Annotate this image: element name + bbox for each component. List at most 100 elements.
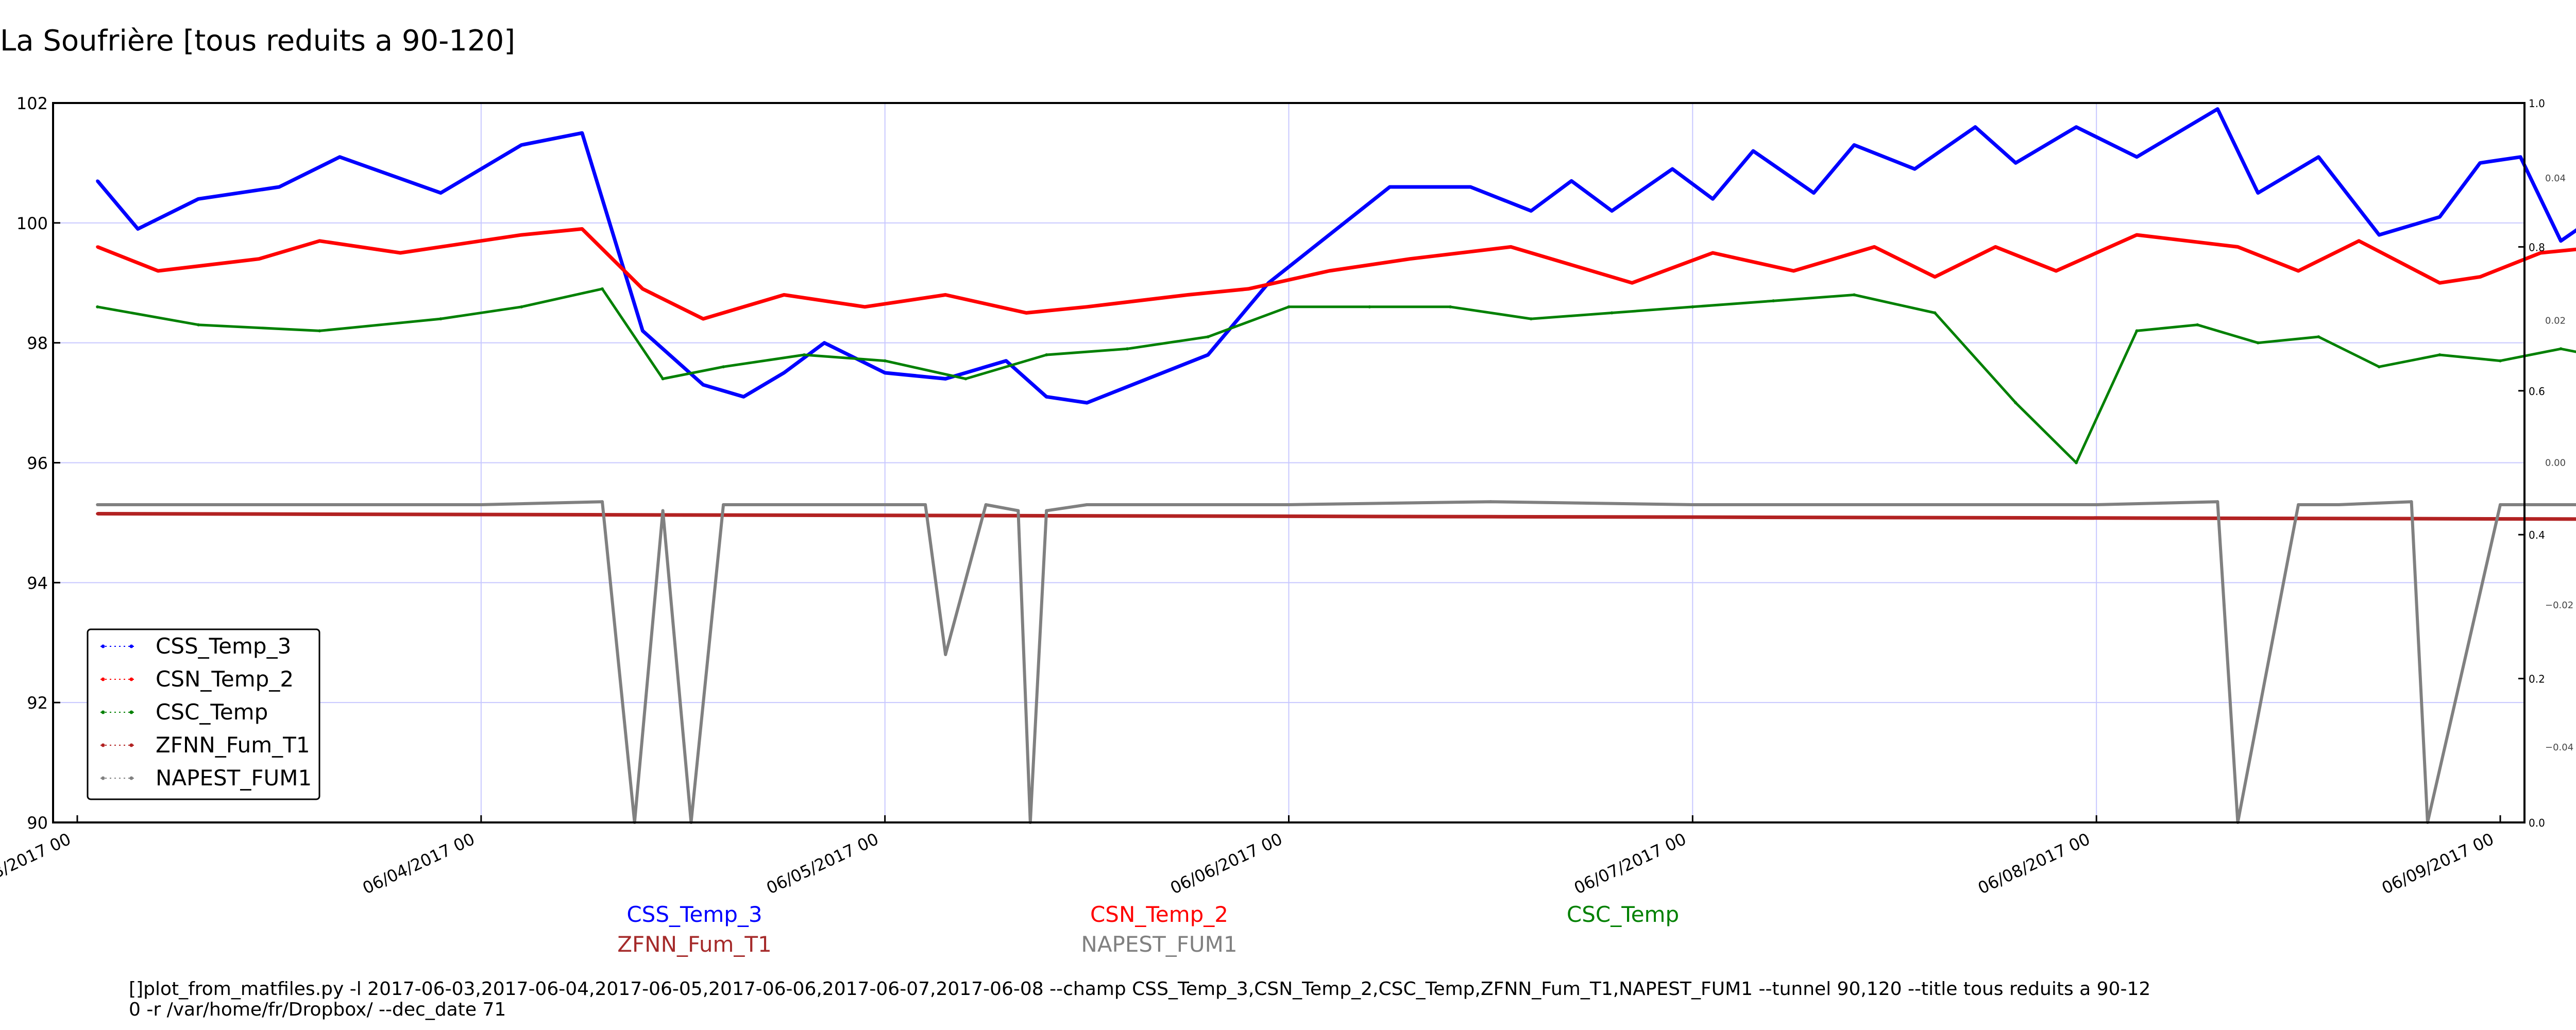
data-point bbox=[2337, 503, 2341, 506]
command-line-2: 0 -r /var/home/fr/Dropbox/ --dec_date 71 bbox=[129, 999, 506, 1020]
bottom-legend-item: NAPEST_FUM1 bbox=[1081, 932, 1237, 957]
data-point bbox=[338, 155, 342, 159]
data-point bbox=[2074, 461, 2078, 465]
data-point bbox=[2410, 500, 2413, 504]
legend: CSS_Temp_3 CSN_Temp_2 CSC_Temp ZFNN_Fum_T1 N… bbox=[87, 628, 320, 800]
data-point bbox=[2357, 239, 2361, 243]
command-line-1: []plot_from_matfiles.py -l 2017-06-03,20… bbox=[129, 978, 2150, 1000]
x-axis: 06/03/2017 00 06/04/2017 00 06/05/2017 00 0… bbox=[0, 815, 2501, 898]
bottom-legend-item: CSS_Temp_3 bbox=[626, 902, 762, 927]
legend-label: NAPEST_FUM1 bbox=[156, 765, 312, 791]
data-point bbox=[2377, 365, 2381, 369]
legend-marker bbox=[129, 677, 133, 681]
data-point bbox=[1247, 287, 1250, 290]
data-point bbox=[1913, 167, 1917, 171]
data-point bbox=[782, 371, 786, 374]
data-point bbox=[520, 233, 523, 237]
data-point bbox=[843, 503, 846, 506]
right-tick-label: 0.4 bbox=[2529, 529, 2545, 541]
data-point bbox=[1671, 167, 1674, 171]
data-point bbox=[1085, 503, 1089, 506]
data-point bbox=[2196, 323, 2199, 327]
data-point bbox=[1045, 395, 1048, 399]
legend-marker bbox=[129, 644, 133, 648]
right-tick-label: −0.04 bbox=[2545, 742, 2573, 753]
right-axis: 0.0 0.2 0.4 0.6 0.8 1.0 −0.04 −0.02 0.00 0.02 0.04 bbox=[2518, 97, 2573, 829]
data-point bbox=[924, 503, 927, 506]
data-point bbox=[399, 251, 402, 255]
legend-marker bbox=[129, 710, 133, 714]
data-point bbox=[823, 341, 826, 345]
data-point bbox=[2478, 275, 2482, 279]
data-point bbox=[1610, 209, 1614, 213]
data-point bbox=[1489, 515, 1493, 519]
data-point bbox=[520, 305, 523, 308]
plot-series bbox=[96, 107, 2576, 824]
data-point bbox=[1016, 509, 1020, 512]
data-point bbox=[600, 500, 604, 504]
data-point bbox=[1974, 125, 1977, 129]
data-point bbox=[2438, 281, 2442, 285]
data-point bbox=[1751, 149, 1755, 153]
data-point bbox=[1933, 275, 1937, 279]
bottom-legend-item: CSC_Temp bbox=[1567, 902, 1679, 927]
data-point bbox=[944, 653, 947, 657]
data-point bbox=[661, 377, 665, 381]
data-point bbox=[96, 512, 99, 516]
data-point bbox=[318, 329, 321, 333]
x-tick-label: 06/04/2017 00 bbox=[360, 829, 478, 898]
data-point bbox=[1469, 185, 1472, 188]
data-point bbox=[2297, 269, 2300, 272]
data-point bbox=[742, 395, 745, 399]
right-tick-label: 0.04 bbox=[2545, 173, 2566, 184]
data-point bbox=[2438, 215, 2442, 219]
right-tick-label: −0.02 bbox=[2545, 600, 2573, 611]
data-point bbox=[439, 317, 443, 321]
data-point bbox=[1691, 305, 1694, 308]
data-point bbox=[1085, 305, 1089, 308]
data-point bbox=[641, 329, 645, 333]
data-point bbox=[1570, 179, 1573, 183]
data-point bbox=[883, 371, 887, 374]
data-point bbox=[1327, 269, 1331, 272]
y-tick-label: 102 bbox=[16, 94, 48, 113]
right-tick-label: 0.8 bbox=[2529, 241, 2545, 253]
data-point bbox=[2539, 251, 2543, 255]
data-point bbox=[2216, 500, 2219, 504]
data-point bbox=[1388, 185, 1392, 188]
x-tick-label: 06/09/2017 00 bbox=[2379, 829, 2497, 898]
x-tick-label: 06/05/2017 00 bbox=[764, 829, 882, 898]
series-line-napest-fum1 bbox=[97, 500, 2576, 824]
series-line-csc-temp bbox=[97, 287, 2576, 464]
data-point bbox=[2499, 359, 2502, 363]
data-point bbox=[96, 503, 99, 506]
data-point bbox=[277, 503, 281, 506]
data-point bbox=[1994, 245, 1997, 249]
data-point bbox=[1812, 191, 1816, 195]
y-tick-label: 94 bbox=[27, 573, 48, 593]
legend-marker bbox=[101, 710, 105, 714]
right-tick-label: 0.00 bbox=[2545, 458, 2566, 469]
data-point bbox=[1287, 305, 1291, 308]
data-point bbox=[1873, 245, 1876, 249]
data-point bbox=[863, 305, 867, 308]
data-point bbox=[722, 365, 725, 369]
data-point bbox=[964, 377, 968, 381]
data-point bbox=[2014, 161, 2018, 165]
data-point bbox=[2297, 503, 2300, 506]
data-point bbox=[944, 377, 947, 381]
data-point bbox=[318, 239, 321, 243]
data-point bbox=[439, 191, 443, 195]
data-point bbox=[701, 317, 705, 321]
data-point bbox=[2135, 155, 2139, 159]
data-point bbox=[641, 287, 645, 290]
data-point bbox=[1610, 311, 1614, 315]
data-point bbox=[2216, 107, 2219, 111]
data-point bbox=[1509, 245, 1513, 249]
data-point bbox=[1408, 257, 1412, 261]
data-point bbox=[277, 185, 281, 188]
grid bbox=[53, 103, 2524, 822]
bottom-legend-item: ZFNN_Fum_T1 bbox=[617, 932, 772, 957]
data-point bbox=[1570, 263, 1573, 267]
data-point bbox=[701, 383, 705, 387]
